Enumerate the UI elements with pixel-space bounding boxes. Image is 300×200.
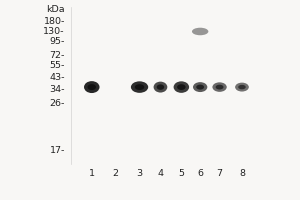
Text: 7: 7 [217,169,223,178]
Ellipse shape [212,82,227,92]
Ellipse shape [177,84,186,90]
Ellipse shape [154,82,167,93]
Text: 72-: 72- [50,51,65,60]
Ellipse shape [131,81,148,93]
Text: 5: 5 [178,169,184,178]
Text: 6: 6 [197,169,203,178]
Text: 43-: 43- [50,73,65,82]
Ellipse shape [192,28,208,35]
Text: 130-: 130- [44,27,65,36]
Text: 4: 4 [158,169,164,178]
Text: 180-: 180- [44,17,65,26]
Text: 55-: 55- [50,61,65,70]
Text: 34-: 34- [50,85,65,94]
Text: 8: 8 [239,169,245,178]
Text: 2: 2 [113,169,119,178]
Text: 95-: 95- [50,37,65,46]
Ellipse shape [157,84,164,90]
Ellipse shape [135,84,144,90]
Ellipse shape [88,84,96,90]
Ellipse shape [216,85,224,89]
Text: 3: 3 [136,169,142,178]
Text: 17-: 17- [50,146,65,155]
Ellipse shape [84,81,100,93]
Ellipse shape [196,85,204,90]
Ellipse shape [235,83,249,92]
Text: 26-: 26- [50,99,65,108]
Ellipse shape [238,85,246,89]
Text: kDa: kDa [46,5,65,14]
Ellipse shape [174,81,189,93]
Ellipse shape [193,82,207,92]
Text: 1: 1 [89,169,95,178]
